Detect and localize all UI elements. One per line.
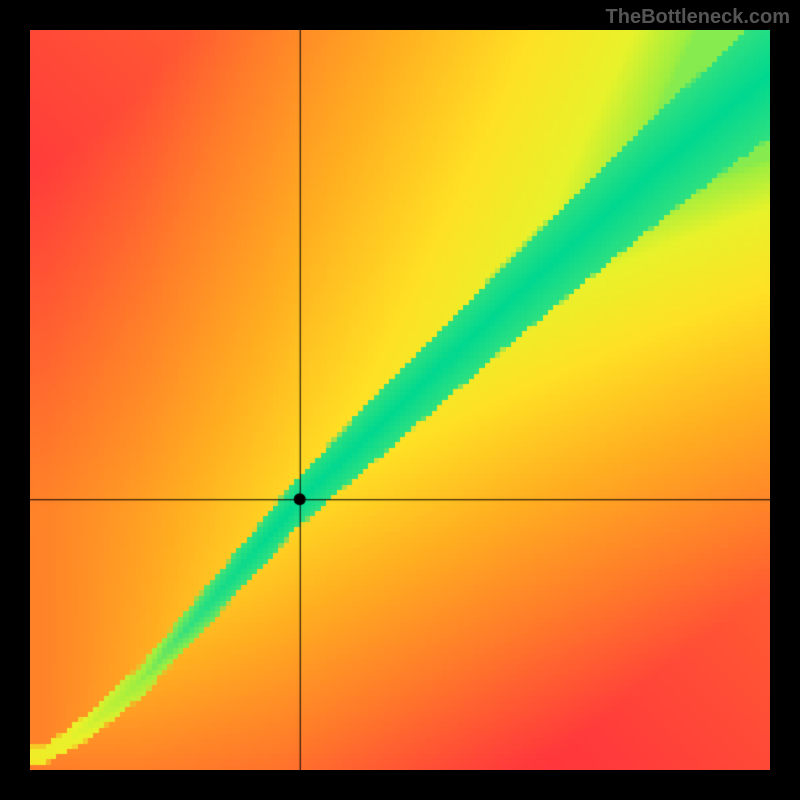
heatmap-canvas [30, 30, 770, 770]
figure-container: TheBottleneck.com [0, 0, 800, 800]
watermark-text: TheBottleneck.com [606, 6, 790, 29]
plot-area [30, 30, 770, 770]
